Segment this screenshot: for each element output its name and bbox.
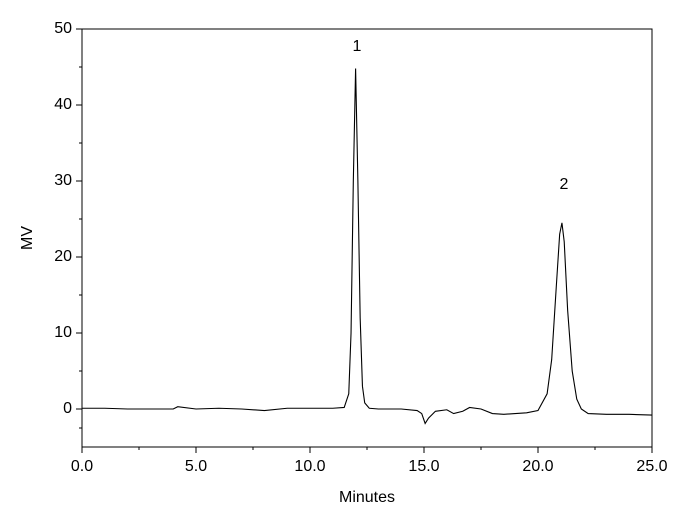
x-tick-label: 10.0 — [294, 458, 325, 475]
x-axis-label: Minutes — [339, 489, 395, 506]
signal-line — [82, 68, 653, 425]
x-tick-label: 15.0 — [408, 458, 439, 475]
y-tick-label: 30 — [54, 172, 72, 189]
y-tick-label: 20 — [54, 248, 72, 265]
x-tick-label: 5.0 — [185, 458, 207, 475]
y-axis-label: MV — [19, 226, 36, 250]
x-tick-label: 20.0 — [522, 458, 553, 475]
peak-label: 1 — [353, 38, 362, 55]
peak-label: 2 — [560, 176, 569, 193]
y-tick-label: 40 — [54, 96, 72, 113]
x-tick-label: 0.0 — [71, 458, 93, 475]
y-tick-label: 50 — [54, 20, 72, 37]
plot-frame — [81, 28, 653, 448]
x-tick-label: 25.0 — [636, 458, 667, 475]
y-tick-label: 0 — [63, 400, 72, 417]
y-tick-label: 10 — [54, 324, 72, 341]
